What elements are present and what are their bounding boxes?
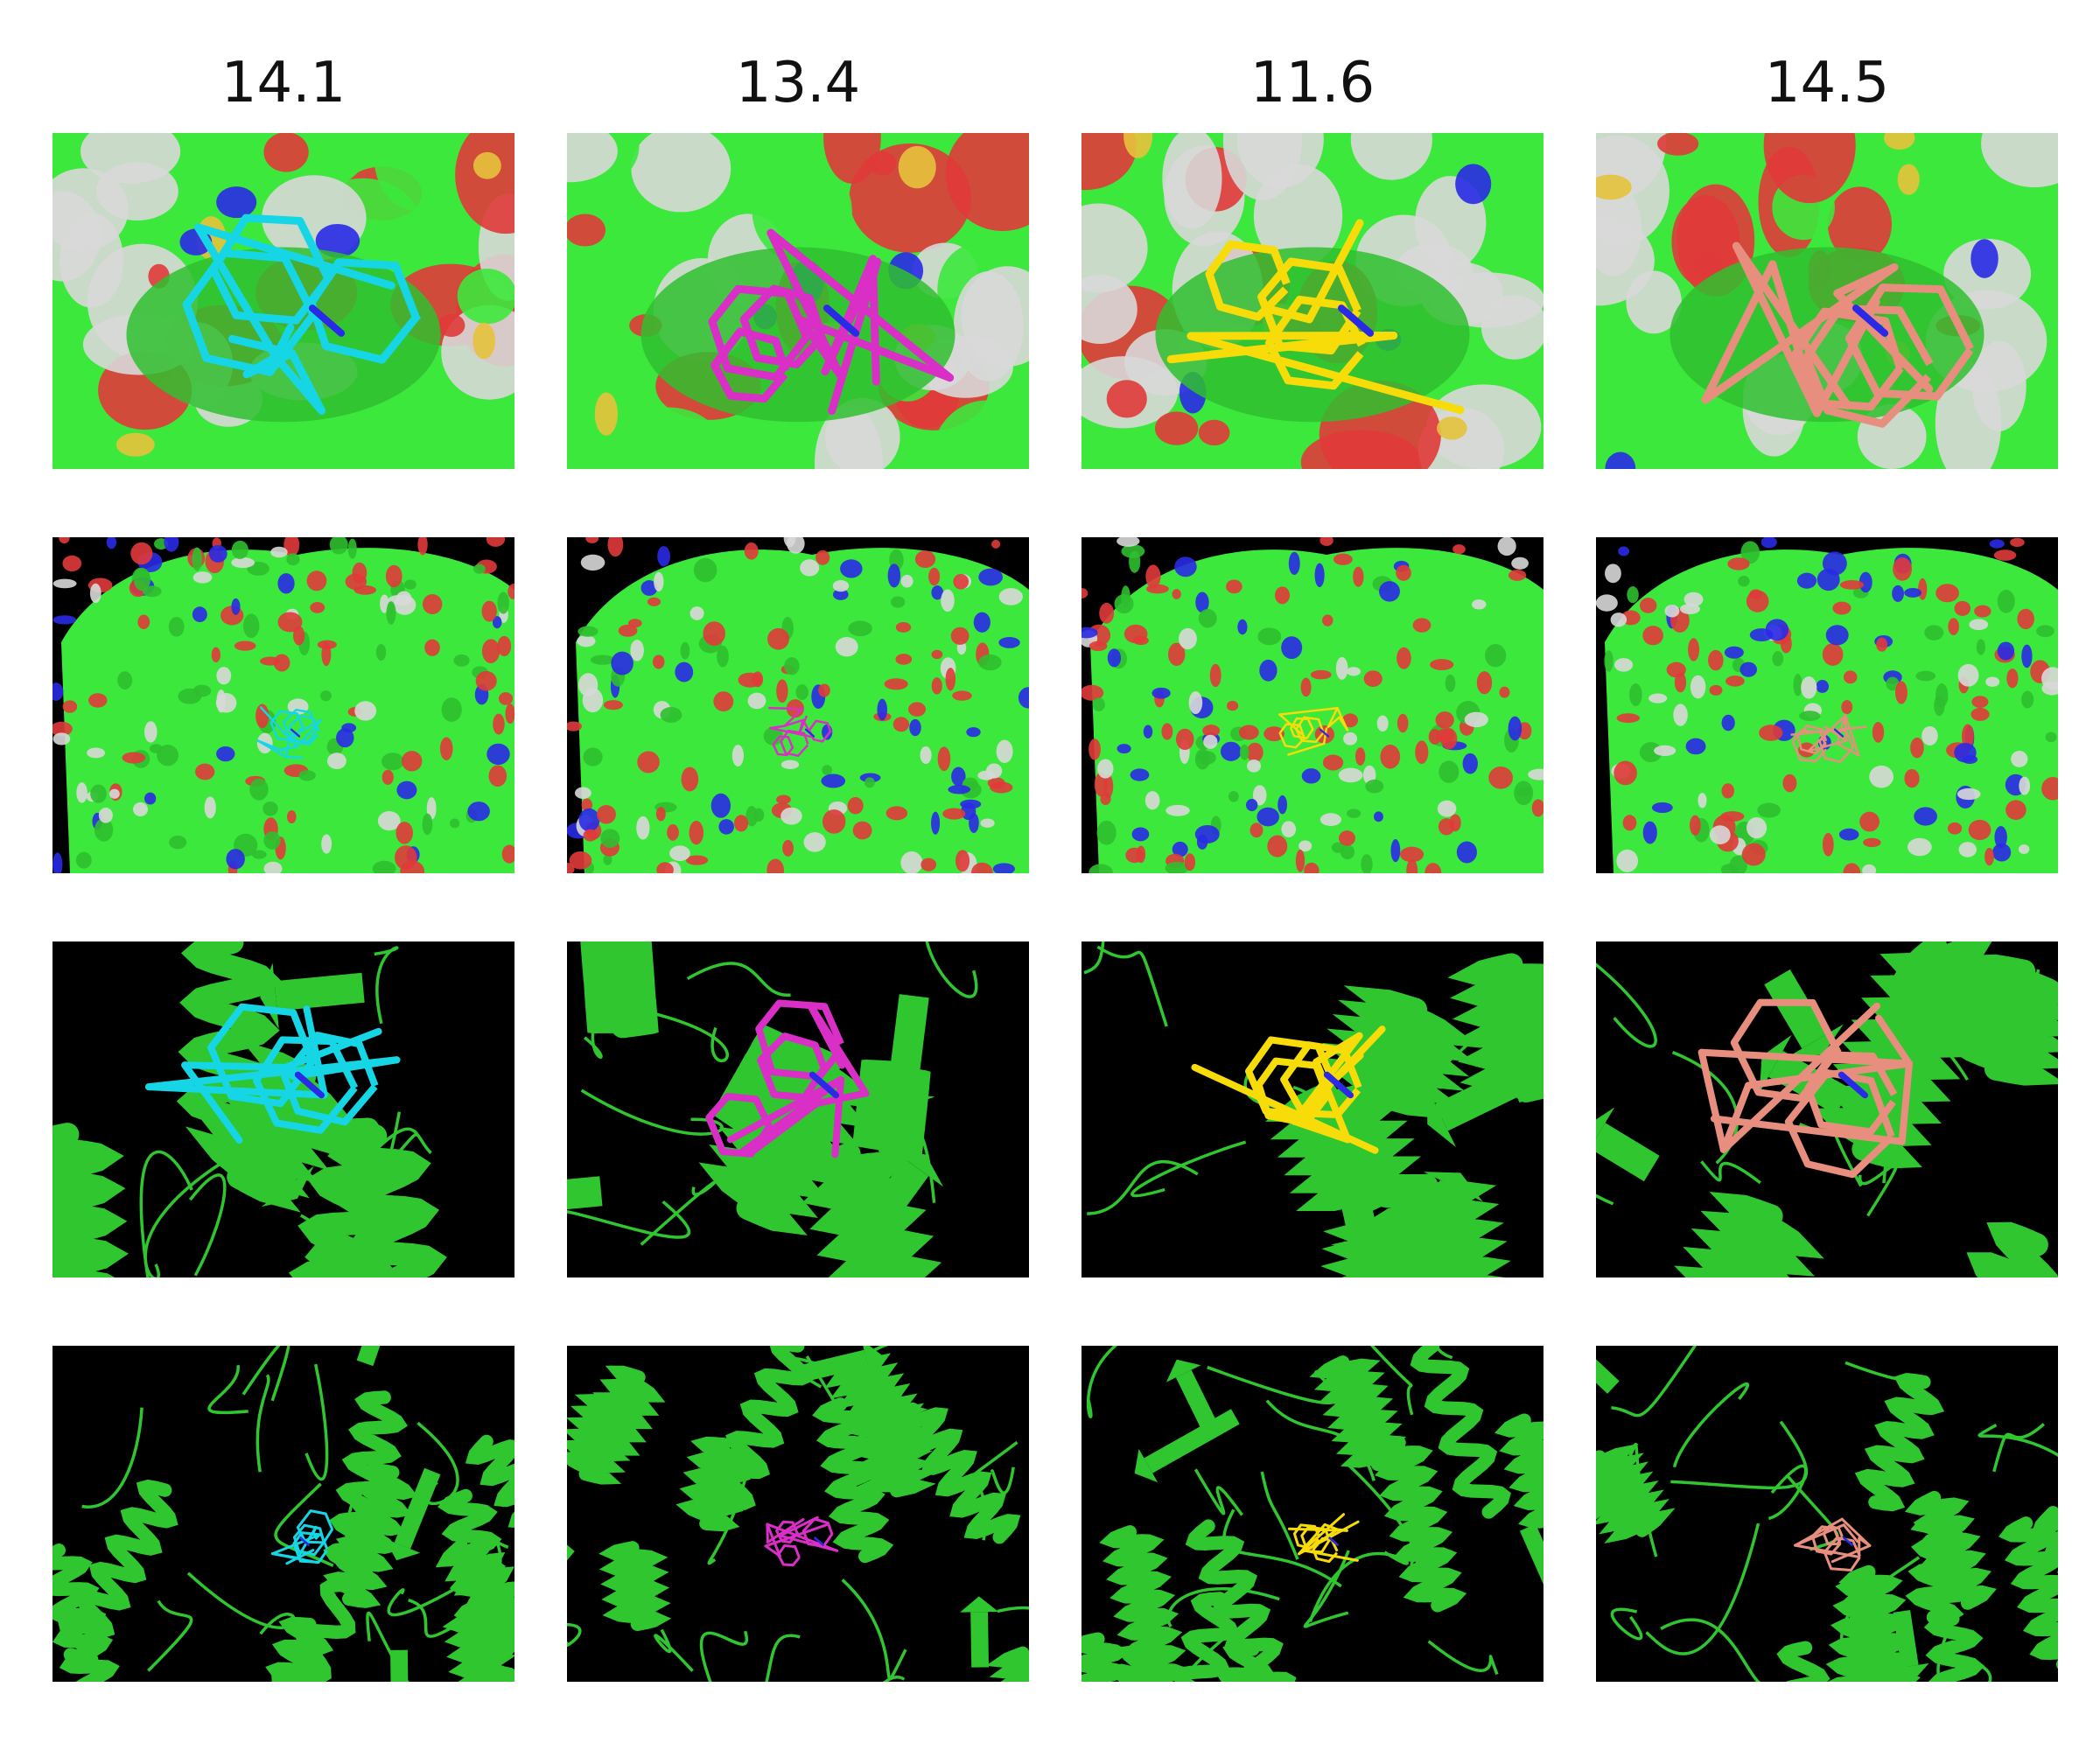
ligand-model <box>1790 713 1867 763</box>
panel-full-surface-4 <box>1596 537 2058 873</box>
panel-cartoon-closeup-3 <box>1082 942 1544 1278</box>
panel-cartoon-closeup-1 <box>52 942 514 1278</box>
panel-pocket-surface-closeup-4 <box>1596 133 2058 469</box>
ligand-model <box>270 1509 334 1565</box>
panel-cartoon-full-1 <box>52 1346 514 1682</box>
panel-full-surface-1 <box>52 537 514 873</box>
column-score-4: 14.5 <box>1764 51 1890 116</box>
ligand-model <box>708 228 955 416</box>
protein-cartoon <box>1596 1346 2058 1682</box>
column-score-2: 13.4 <box>735 51 861 116</box>
column-score-3: 11.6 <box>1250 51 1376 116</box>
protein-cartoon <box>52 942 447 1278</box>
protein-cartoon <box>52 1346 514 1682</box>
panel-pocket-surface-closeup-3 <box>1082 133 1544 469</box>
panel-cartoon-full-3 <box>1082 1346 1544 1682</box>
ligand-model <box>1166 219 1465 415</box>
protein-cartoon <box>1082 1346 1544 1682</box>
ligand-model <box>767 706 832 757</box>
ligand-model <box>1701 242 1974 428</box>
ligand-model <box>1287 1513 1360 1564</box>
ligand-model <box>705 999 870 1158</box>
panel-cartoon-full-2 <box>567 1346 1029 1682</box>
panel-cartoon-closeup-4 <box>1596 942 2058 1278</box>
protein-cartoon <box>567 1346 1029 1682</box>
ligand-model <box>764 1516 839 1567</box>
panel-cartoon-closeup-2 <box>567 942 1029 1278</box>
ligand-model <box>1794 1517 1872 1572</box>
ligand-model <box>1278 706 1349 756</box>
protein-cartoon <box>1083 942 1544 1278</box>
ligand-model <box>1191 1026 1386 1154</box>
ligand-model <box>182 214 422 415</box>
panel-cartoon-full-4 <box>1596 1346 2058 1682</box>
panel-full-surface-2 <box>567 537 1029 873</box>
panel-full-surface-3 <box>1082 537 1544 873</box>
panel-pocket-surface-closeup-2 <box>567 133 1029 469</box>
ligand-model <box>1698 998 1914 1179</box>
ligand-model <box>144 1003 401 1144</box>
column-score-1: 14.1 <box>220 51 346 116</box>
panel-pocket-surface-closeup-1 <box>52 133 514 469</box>
ligand-model <box>256 706 322 760</box>
